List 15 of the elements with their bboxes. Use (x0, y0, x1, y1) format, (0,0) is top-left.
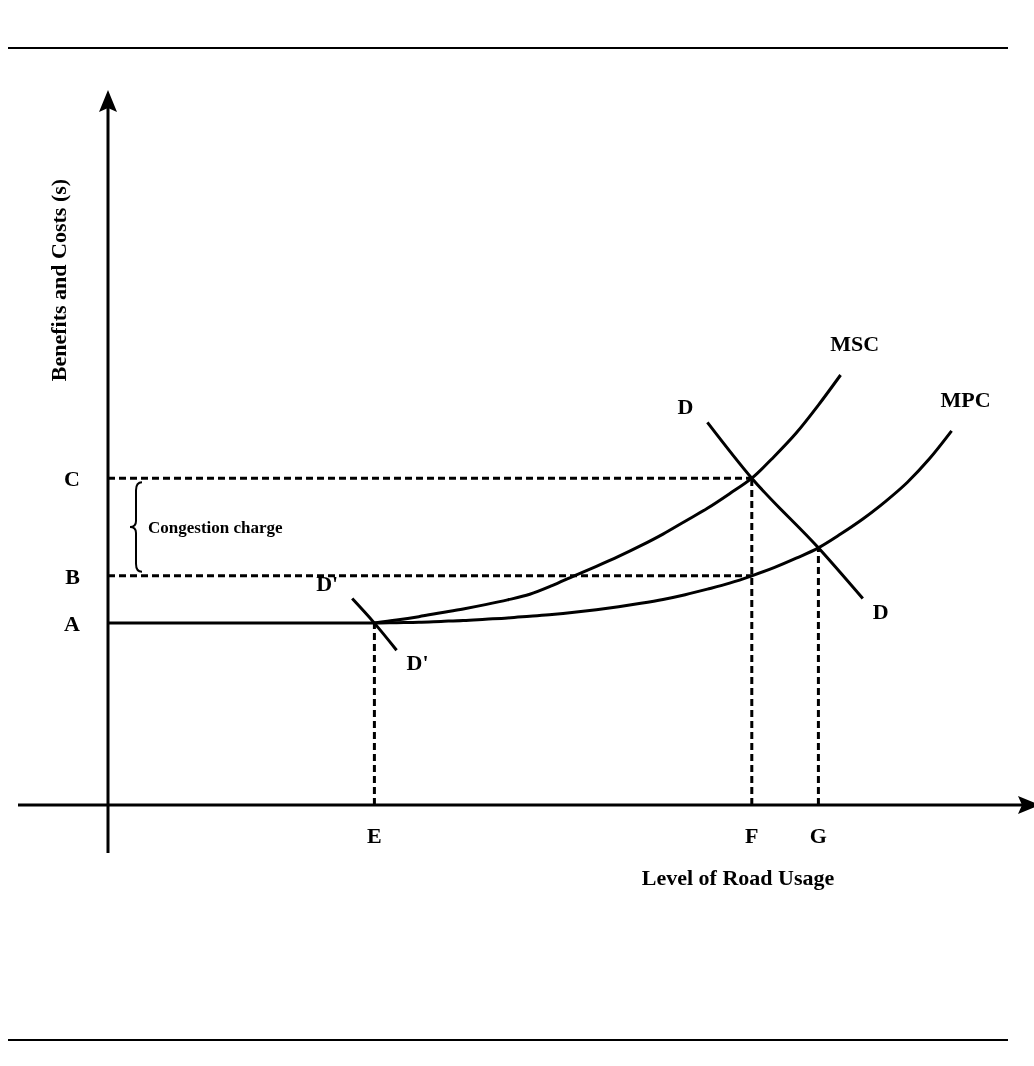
text: D (677, 394, 694, 420)
x-tick-label: G (809, 823, 827, 848)
y-axis-title: Benefits and Costs (s) (46, 178, 71, 382)
series-label: MPC (940, 386, 991, 412)
text: B (65, 563, 81, 589)
series-label: MSC (830, 331, 880, 356)
x-tick-label: F (745, 823, 759, 848)
annotation: Congestion charge (148, 518, 284, 538)
series-label: D (872, 598, 889, 624)
text: C (64, 466, 80, 492)
text: D' (316, 570, 339, 596)
x-axis-title: Level of Road Usage (641, 865, 835, 890)
x-tick-label: E (367, 823, 382, 848)
text: A (64, 611, 81, 637)
series-label: D' (406, 650, 429, 676)
